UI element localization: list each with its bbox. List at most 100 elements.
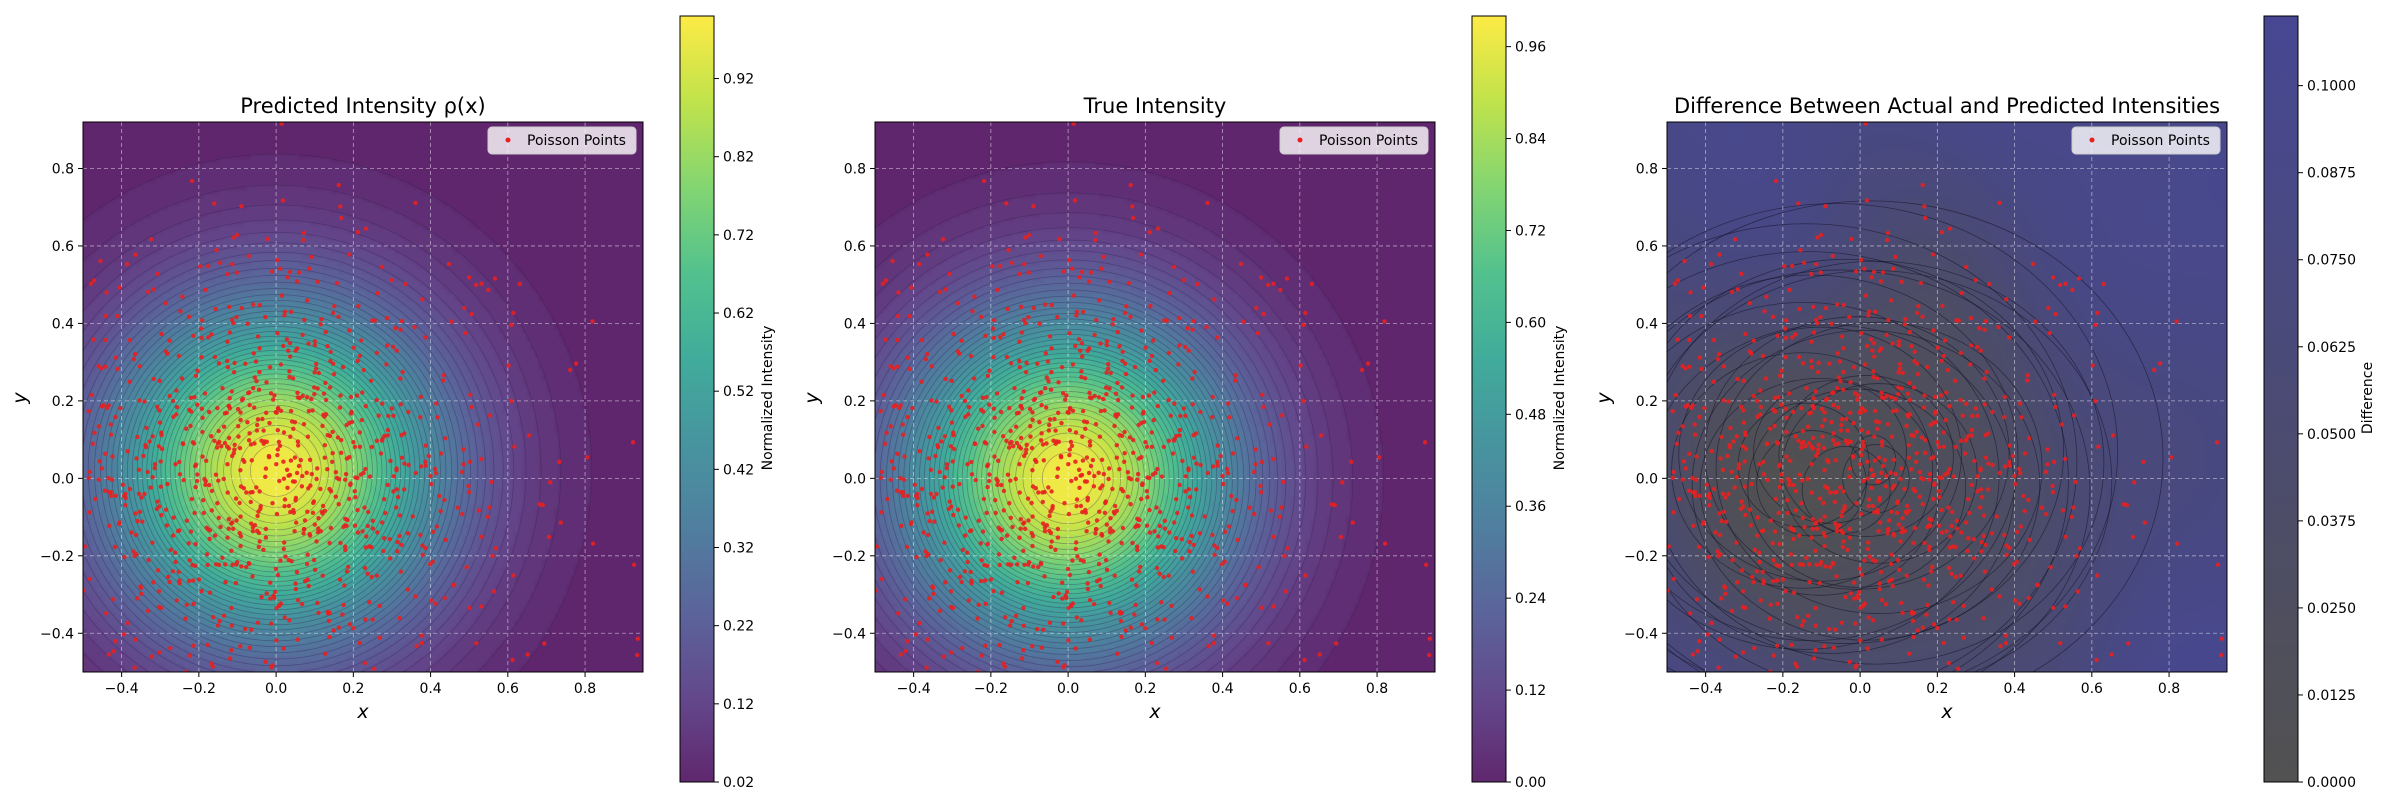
poisson-point (2075, 589, 2081, 594)
poisson-point (1225, 601, 1230, 606)
poisson-point (1035, 361, 1040, 366)
poisson-point (133, 532, 139, 538)
poisson-point (1104, 385, 1109, 390)
poisson-point (268, 596, 273, 601)
poisson-point (288, 509, 293, 515)
poisson-point (1215, 443, 1220, 448)
poisson-point (190, 562, 195, 568)
poisson-point (1709, 449, 1714, 454)
poisson-point (170, 533, 176, 538)
poisson-point (89, 392, 95, 398)
poisson-point (183, 616, 188, 621)
poisson-point (1005, 472, 1011, 477)
poisson-point (1808, 410, 1813, 415)
poisson-point (1057, 236, 1062, 242)
poisson-point (1949, 523, 1955, 529)
poisson-point (1941, 444, 1947, 449)
poisson-points (1667, 122, 2224, 672)
poisson-point (1707, 491, 1712, 497)
poisson-point (1954, 518, 1960, 523)
poisson-point (233, 496, 239, 501)
poisson-point (1021, 648, 1026, 653)
poisson-point (2121, 502, 2126, 507)
poisson-point (231, 235, 236, 240)
poisson-point (206, 409, 212, 415)
poisson-point (1186, 348, 1191, 353)
poisson-point (193, 484, 198, 490)
poisson-point (1930, 252, 1936, 257)
poisson-point (1768, 602, 1773, 607)
colorbar-tick-label: 0.60 (1515, 315, 1546, 331)
poisson-point (1026, 232, 1032, 238)
poisson-point (307, 457, 313, 462)
poisson-point (965, 559, 970, 565)
poisson-point (907, 366, 912, 372)
poisson-point (1080, 434, 1085, 439)
poisson-point (931, 591, 936, 596)
poisson-point (246, 253, 251, 259)
legend-box (2071, 126, 2221, 155)
poisson-point (942, 434, 947, 439)
poisson-point (360, 529, 365, 534)
poisson-point (323, 329, 328, 335)
poisson-point (927, 434, 932, 440)
poisson-point (321, 391, 327, 396)
poisson-point (295, 637, 300, 642)
poisson-point (156, 650, 162, 655)
poisson-point (127, 337, 133, 343)
poisson-point (1112, 511, 1117, 516)
poisson-point (132, 351, 138, 357)
poisson-point (277, 443, 283, 448)
poisson-point (1073, 430, 1079, 435)
poisson-point (1966, 433, 1971, 439)
poisson-point (1743, 446, 1749, 452)
poisson-point (880, 281, 885, 286)
poisson-point (1772, 529, 1778, 534)
poisson-point (1046, 485, 1051, 490)
poisson-point (1806, 440, 1812, 446)
poisson-point (1103, 500, 1108, 506)
poisson-point (1989, 531, 1995, 536)
poisson-point (312, 370, 317, 375)
poisson-point (320, 573, 325, 578)
poisson-point (225, 358, 230, 364)
poisson-point (1870, 473, 1875, 478)
poisson-point (2168, 455, 2174, 460)
poisson-point (1793, 332, 1798, 337)
poisson-point (122, 554, 127, 560)
poisson-point (1895, 557, 1901, 563)
poisson-point (1888, 298, 1894, 303)
poisson-point (1028, 424, 1033, 429)
poisson-point (331, 628, 336, 633)
poisson-point (263, 659, 268, 664)
poisson-point (1285, 546, 1291, 551)
poisson-point (420, 297, 425, 302)
poisson-point (1858, 638, 1863, 643)
poisson-point (1871, 618, 1876, 623)
poisson-point (1099, 533, 1105, 538)
poisson-point (944, 462, 950, 467)
poisson-point (1933, 419, 1939, 425)
poisson-point (1088, 443, 1093, 448)
poisson-point (998, 335, 1003, 340)
intensity-heatmap (1667, 122, 2227, 672)
poisson-point (430, 529, 436, 534)
poisson-point (139, 591, 144, 596)
poisson-point (1004, 201, 1009, 206)
poisson-point (960, 547, 965, 552)
poisson-point (1813, 623, 1819, 628)
poisson-point (315, 386, 320, 391)
poisson-point (1819, 406, 1825, 412)
poisson-point (358, 338, 364, 343)
poisson-point (1905, 391, 1911, 396)
poisson-point (937, 469, 942, 475)
poisson-point (1119, 634, 1124, 640)
poisson-point (257, 369, 262, 375)
poisson-point (1784, 429, 1789, 435)
poisson-point (378, 451, 384, 456)
poisson-point (357, 430, 362, 435)
poisson-point (397, 533, 402, 539)
poisson-point (1147, 358, 1152, 364)
poisson-point (1982, 569, 1988, 574)
poisson-point (257, 489, 262, 494)
